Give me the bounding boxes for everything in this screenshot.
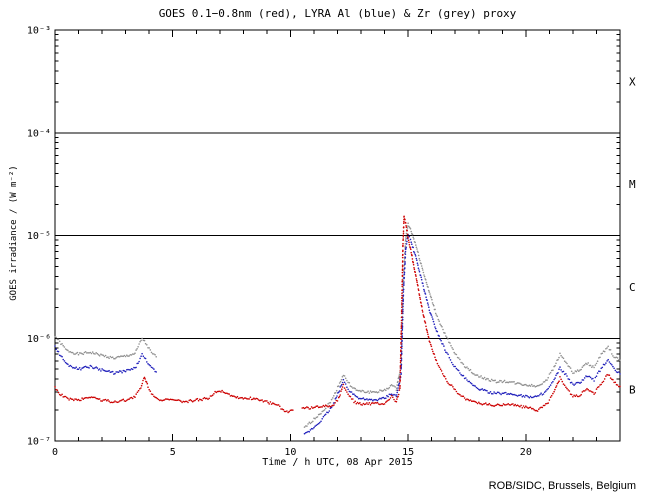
flare-class-label-b: B xyxy=(629,384,636,397)
svg-text:20: 20 xyxy=(520,447,532,458)
plot-frame xyxy=(54,29,621,442)
y-tick-labels: 10⁻³ 10⁻⁴ 10⁻⁵ 10⁻⁶ 10⁻⁷ xyxy=(27,26,51,448)
svg-text:10⁻⁶: 10⁻⁶ xyxy=(27,334,51,345)
flare-class-labels: X M C B xyxy=(629,75,636,396)
svg-text:10⁻⁴: 10⁻⁴ xyxy=(27,128,51,139)
series-zr xyxy=(54,222,621,428)
flare-class-label-c: C xyxy=(629,281,636,294)
svg-text:15: 15 xyxy=(402,447,414,458)
chart-title: GOES 0.1−0.8nm (red), LYRA Al (blue) & Z… xyxy=(158,7,517,20)
svg-text:10: 10 xyxy=(284,447,296,458)
svg-text:10⁻³: 10⁻³ xyxy=(27,26,51,37)
flare-class-boundary-lines xyxy=(55,132,620,339)
svg-text:5: 5 xyxy=(170,447,176,458)
x-axis-label: Time / h UTC, 08 Apr 2015 xyxy=(262,457,413,468)
series-goes xyxy=(54,215,621,414)
credit-text: ROB/SIDC, Brussels, Belgium xyxy=(488,480,636,492)
svg-text:10⁻⁷: 10⁻⁷ xyxy=(27,437,51,448)
flare-class-label-m: M xyxy=(629,178,636,191)
series-al xyxy=(54,233,621,435)
svg-text:10⁻⁵: 10⁻⁵ xyxy=(27,231,51,242)
x-tick-labels: 0 5 10 15 20 xyxy=(52,447,532,458)
svg-text:0: 0 xyxy=(52,447,58,458)
flare-class-label-x: X xyxy=(629,75,636,88)
